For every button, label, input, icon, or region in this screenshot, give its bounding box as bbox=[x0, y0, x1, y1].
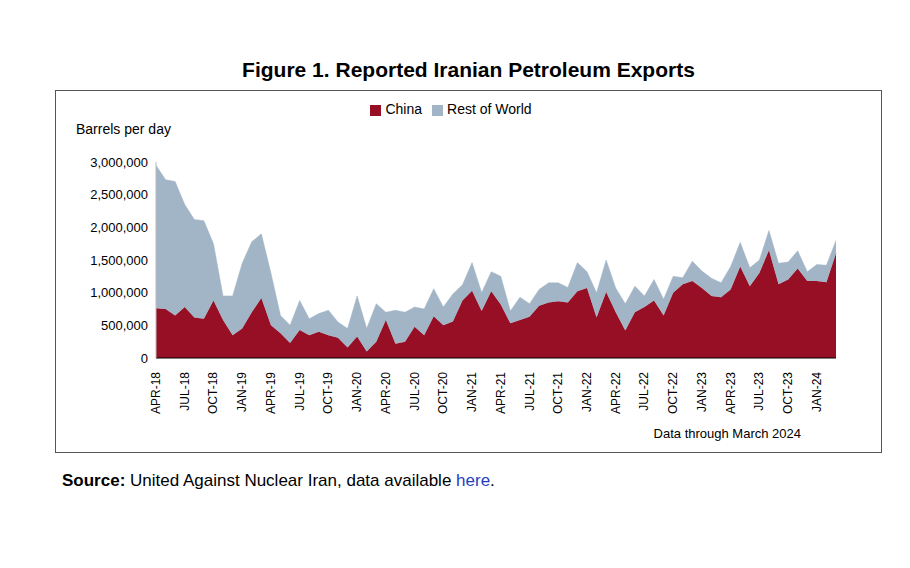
svg-text:OCT-20: OCT-20 bbox=[436, 372, 450, 414]
svg-text:APR-22: APR-22 bbox=[609, 372, 623, 414]
svg-text:APR-23: APR-23 bbox=[724, 372, 738, 414]
svg-text:JAN-21: JAN-21 bbox=[465, 372, 479, 412]
svg-text:500,000: 500,000 bbox=[101, 318, 148, 333]
html-text:Barrels per day: Barrels per day bbox=[76, 121, 171, 137]
svg-text:2,500,000: 2,500,000 bbox=[90, 187, 148, 202]
svg-text:JUL-23: JUL-23 bbox=[752, 372, 766, 411]
svg-text:JUL-22: JUL-22 bbox=[637, 372, 651, 411]
html-text:Rest of World: Rest of World bbox=[447, 101, 532, 117]
svg-text:0: 0 bbox=[141, 351, 148, 366]
svg-text:OCT-21: OCT-21 bbox=[551, 372, 565, 414]
html-text:Data through March 2024: Data through March 2024 bbox=[653, 426, 801, 441]
svg-text:1,500,000: 1,500,000 bbox=[90, 253, 148, 268]
html-text:Figure 1. Reported Iranian Pet: Figure 1. Reported Iranian Petroleum Exp… bbox=[242, 58, 695, 81]
svg-text:OCT-19: OCT-19 bbox=[321, 372, 335, 414]
svg-text:APR-21: APR-21 bbox=[494, 372, 508, 414]
svg-text:1,000,000: 1,000,000 bbox=[90, 285, 148, 300]
svg-text:OCT-22: OCT-22 bbox=[666, 372, 680, 414]
svg-text:3,000,000: 3,000,000 bbox=[90, 155, 148, 170]
svg-text:JUL-18: JUL-18 bbox=[178, 372, 192, 411]
svg-text:OCT-23: OCT-23 bbox=[781, 372, 795, 414]
svg-text:JAN-24: JAN-24 bbox=[810, 372, 824, 412]
svg-text:2,000,000: 2,000,000 bbox=[90, 220, 148, 235]
svg-text:APR-20: APR-20 bbox=[379, 372, 393, 414]
svg-text:JAN-20: JAN-20 bbox=[350, 372, 364, 412]
svg-text:JUL-19: JUL-19 bbox=[293, 372, 307, 411]
html-text:Source: United Against Nuclear: Source: United Against Nuclear Iran, dat… bbox=[62, 471, 495, 490]
svg-text:JUL-21: JUL-21 bbox=[523, 372, 537, 411]
svg-text:JAN-19: JAN-19 bbox=[235, 372, 249, 412]
html-text:China: China bbox=[385, 101, 422, 117]
svg-text:JAN-22: JAN-22 bbox=[580, 372, 594, 412]
svg-text:APR-18: APR-18 bbox=[149, 372, 163, 414]
svg-text:JUL-20: JUL-20 bbox=[408, 372, 422, 411]
svg-text:OCT-18: OCT-18 bbox=[206, 372, 220, 414]
svg-text:APR-19: APR-19 bbox=[264, 372, 278, 414]
svg-text:JAN-23: JAN-23 bbox=[695, 372, 709, 412]
